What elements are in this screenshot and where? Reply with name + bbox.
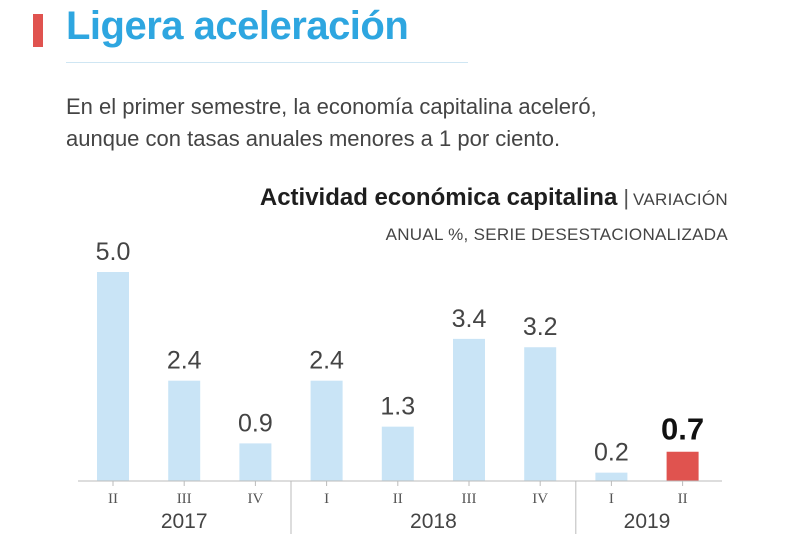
- x-tick-label: IV: [247, 491, 263, 507]
- bar-value-label: 0.7: [661, 412, 704, 447]
- bar: [595, 472, 628, 481]
- bar-value-label: 3.2: [523, 313, 558, 341]
- title-separator: |: [623, 185, 630, 210]
- bar-value-label: 3.4: [452, 305, 487, 333]
- headline-divider: [66, 62, 468, 63]
- x-tick-label: III: [462, 491, 477, 507]
- year-label: 2018: [410, 510, 457, 533]
- x-tick-label: II: [393, 491, 403, 507]
- x-tick-label: II: [108, 491, 118, 507]
- bar: [453, 338, 485, 481]
- bar: [97, 272, 129, 481]
- bar: [310, 380, 343, 481]
- bar-value-label: 0.9: [238, 409, 273, 437]
- headline-subtitle: En el primer semestre, la economía capit…: [66, 91, 766, 155]
- chart-title-row: Actividad económica capitalina | VARIACIÓN: [260, 184, 728, 212]
- headline-title: Ligera aceleración: [66, 4, 409, 48]
- subtitle-line-2: aunque con tasas anuales menores a 1 por…: [66, 126, 561, 151]
- x-tick-label: IV: [532, 491, 548, 507]
- bar: [239, 443, 272, 481]
- x-tick-label: I: [609, 491, 614, 507]
- chart-title: Actividad económica capitalina: [259, 184, 618, 211]
- bar-value-label: 0.2: [594, 439, 629, 467]
- bar: [168, 380, 201, 481]
- bar-value-label: 1.3: [380, 393, 415, 421]
- x-tick-label: III: [177, 491, 192, 507]
- year-label: 2017: [161, 510, 208, 533]
- subtitle-line-1: En el primer semestre, la economía capit…: [66, 94, 597, 119]
- bar-value-label: 2.4: [309, 347, 344, 375]
- year-label: 2019: [624, 510, 671, 533]
- bar-value-label: 2.4: [167, 347, 202, 375]
- bar-value-label: 5.0: [96, 238, 131, 266]
- bar: [524, 347, 557, 481]
- chart-unit-line-2: ANUAL %, SERIE DESESTACIONALIZADA: [385, 225, 728, 244]
- x-tick-label: I: [324, 491, 329, 507]
- x-tick-label: II: [678, 491, 688, 507]
- bar: [381, 426, 414, 481]
- chart-unit-line-1: VARIACIÓN: [633, 190, 728, 209]
- bar: [666, 451, 699, 481]
- accent-bar: [33, 14, 43, 47]
